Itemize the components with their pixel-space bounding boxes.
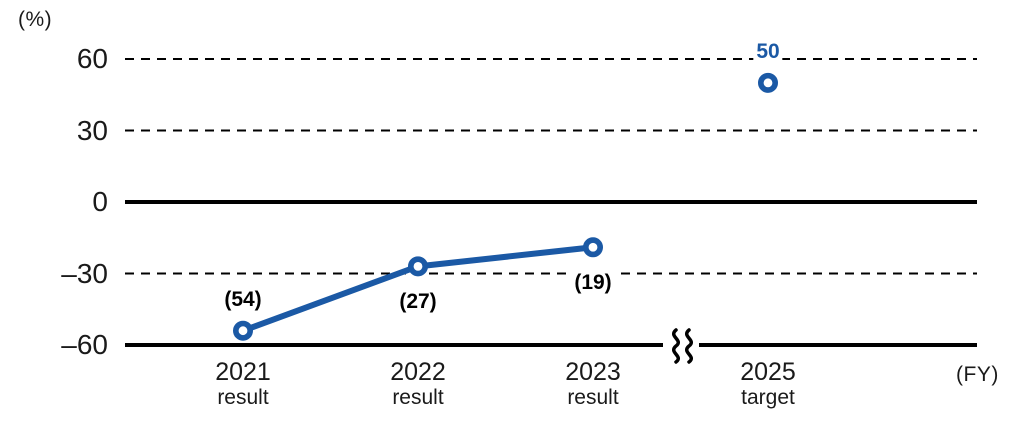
y-tick-label--60: –60: [61, 329, 108, 360]
x-category-year: 2025: [740, 358, 796, 386]
y-axis-unit-label: (%): [18, 8, 53, 31]
x-category-kind: result: [567, 386, 619, 409]
data-point-2023: [582, 237, 603, 258]
data-point-2021: [233, 320, 254, 341]
data-label-2022: (27): [396, 291, 440, 313]
x-category-2025: 2025 target: [683, 358, 853, 410]
data-point-2025: [757, 72, 778, 93]
x-category-year: 2023: [565, 358, 621, 386]
y-tick-label-30: 30: [76, 114, 108, 146]
y-tick-label-60: 60: [76, 43, 108, 74]
data-label-2021: (54): [221, 288, 265, 310]
x-category-year: 2021: [215, 358, 271, 386]
x-category-2023: 2023 result: [508, 358, 678, 410]
x-axis-unit-label: (FY): [956, 363, 999, 386]
axis-break-icon: [672, 328, 680, 364]
x-category-kind: result: [392, 386, 444, 409]
x-category-kind: target: [741, 386, 795, 409]
x-category-2021: 2021 result: [158, 358, 328, 410]
x-category-kind: result: [217, 386, 269, 409]
x-category-year: 2022: [390, 358, 446, 386]
y-tick-label-0: 0: [92, 186, 108, 217]
x-category-2022: 2022 result: [333, 358, 503, 410]
data-label-2023: (19): [571, 272, 615, 294]
y-tick-label--30: –30: [61, 257, 108, 289]
data-point-2022: [407, 256, 428, 277]
axis-break-icon: [685, 328, 693, 364]
data-label-2025: 50: [753, 40, 783, 62]
